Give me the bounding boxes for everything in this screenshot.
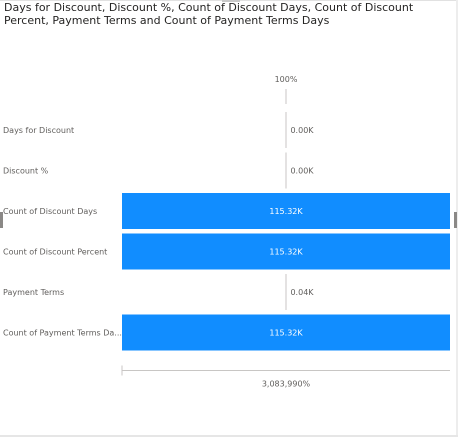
category-label: Count of Discount Days — [3, 207, 97, 216]
data-label: 115.32K — [269, 329, 303, 338]
data-label: 0.04K — [290, 288, 314, 297]
left-resize-handle[interactable] — [0, 212, 3, 228]
category-label: Days for Discount — [3, 126, 74, 135]
chart-title: Days for Discount, Discount %, Count of … — [4, 1, 414, 27]
top-axis-label: 100% — [275, 75, 298, 84]
data-label: 0.00K — [290, 167, 314, 176]
visual-right-border — [456, 0, 458, 437]
data-label: 0.00K — [290, 126, 314, 135]
bar[interactable] — [122, 193, 450, 229]
visual-header-grip[interactable] — [222, 0, 240, 2]
right-resize-handle[interactable] — [454, 212, 457, 228]
bar[interactable] — [122, 233, 450, 270]
bottom-axis-label: 3,083,990% — [262, 380, 311, 389]
category-label: Count of Discount Percent — [3, 248, 107, 257]
category-label: Payment Terms — [3, 288, 64, 297]
visual-bottom-border — [0, 435, 458, 437]
data-label: 115.32K — [269, 207, 303, 216]
category-label: Discount % — [3, 167, 49, 176]
bar[interactable] — [122, 314, 450, 351]
data-label: 115.32K — [269, 248, 303, 257]
category-label: Count of Payment Terms Da... — [3, 329, 122, 338]
